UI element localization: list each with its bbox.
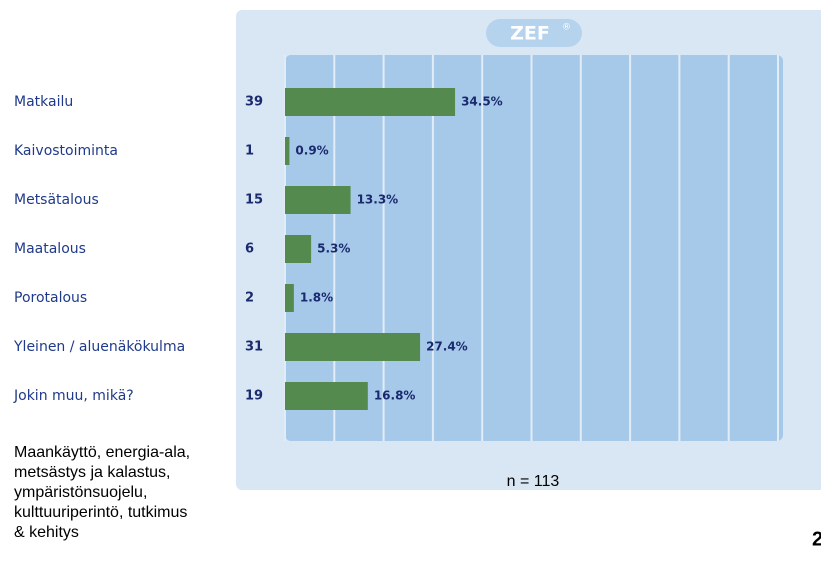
category-label: Porotalous <box>14 290 87 306</box>
count-label: 1 <box>245 144 254 159</box>
bar <box>285 137 290 165</box>
category-label: Matkailu <box>14 94 73 110</box>
bar <box>285 235 312 263</box>
value-label: 0.9% <box>295 144 328 158</box>
category-label: Kaivostoiminta <box>14 143 118 159</box>
value-label: 13.3% <box>357 193 399 207</box>
count-label: 15 <box>245 193 263 208</box>
bar <box>285 88 456 116</box>
category-label: Yleinen / aluenäkökulma <box>13 339 185 355</box>
value-label: 34.5% <box>461 95 503 109</box>
count-label: 31 <box>245 340 263 355</box>
page-number: 2 <box>812 528 821 550</box>
footnote: n = 113 <box>507 473 560 490</box>
count-label: 6 <box>245 242 254 257</box>
value-label: 1.8% <box>300 291 333 305</box>
value-label: 16.8% <box>374 389 416 403</box>
value-label: 5.3% <box>317 242 350 256</box>
note-line: kulttuuriperintö, tutkimus <box>14 504 187 521</box>
note-line: metsästys ja kalastus, <box>14 464 171 481</box>
category-label: Maatalous <box>14 241 86 257</box>
bar <box>285 284 294 312</box>
note-line: & kehitys <box>14 524 79 541</box>
category-label: Metsätalous <box>14 192 99 208</box>
note-line: ympäristönsuojelu, <box>14 484 147 501</box>
bar <box>285 186 351 214</box>
note-line: Maankäyttö, energia-ala, <box>14 444 190 461</box>
logo-mark: ® <box>562 23 571 33</box>
count-label: 19 <box>245 389 263 404</box>
logo-pill <box>486 19 582 47</box>
category-label: Jokin muu, mikä? <box>13 388 134 404</box>
bar <box>285 333 421 361</box>
count-label: 39 <box>245 95 263 110</box>
count-label: 2 <box>245 291 254 306</box>
logo: ZEF <box>510 23 550 45</box>
bar <box>285 382 368 410</box>
value-label: 27.4% <box>426 340 468 354</box>
